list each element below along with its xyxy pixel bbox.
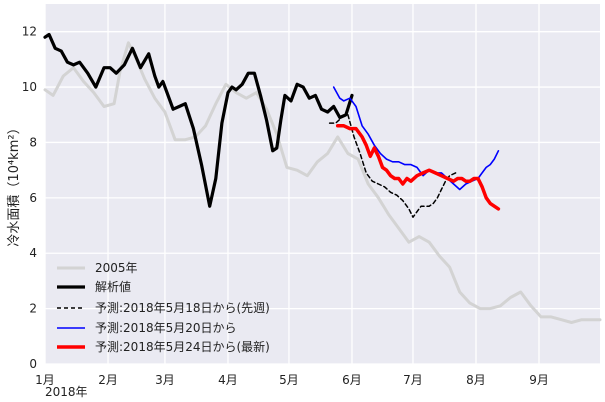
x-tick-label: 9月 [529,373,549,387]
x-tick-label: 3月 [155,373,175,387]
x-tick-label: 2月 [98,373,118,387]
x-tick-label: 7月 [403,373,423,387]
x-tick-label: 4月 [218,373,238,387]
y-tick-label: 4 [29,246,37,260]
legend-label-4: 予測:2018年5月24日から(最新) [95,339,270,354]
series-line-2 [328,114,457,218]
y-tick-label: 8 [29,135,37,149]
y-tick-label: 0 [29,357,37,371]
x-tick-label: 8月 [466,373,486,387]
legend-label-0: 2005年 [95,261,138,275]
y-tick-label: 12 [22,25,37,39]
series-line-4 [335,124,501,211]
series-lines [43,32,602,324]
grid [44,4,600,365]
x-tick-label: 6月 [342,373,362,387]
x-tick-labels: 1月 2月 3月 4月 5月 6月 7月 8月 9月 [35,373,549,387]
legend-label-3: 予測:2018年5月20日から [95,321,237,335]
y-tick-label: 10 [22,80,37,94]
series-line-1 [43,32,354,208]
x-year-label: 2018年 [45,385,88,399]
y-tick-label: 2 [29,302,37,316]
x-tick-label: 1月 [35,373,55,387]
x-tick-label: 5月 [279,373,299,387]
y-tick-label: 6 [29,191,37,205]
legend-label-1: 解析値 [95,279,131,294]
y-tick-labels: 0 2 4 6 8 10 12 [22,25,37,371]
legend-label-2: 予測:2018年5月18日から(先週) [95,301,270,315]
y-axis-label: 冷水面積（10⁴km²） [7,121,22,246]
